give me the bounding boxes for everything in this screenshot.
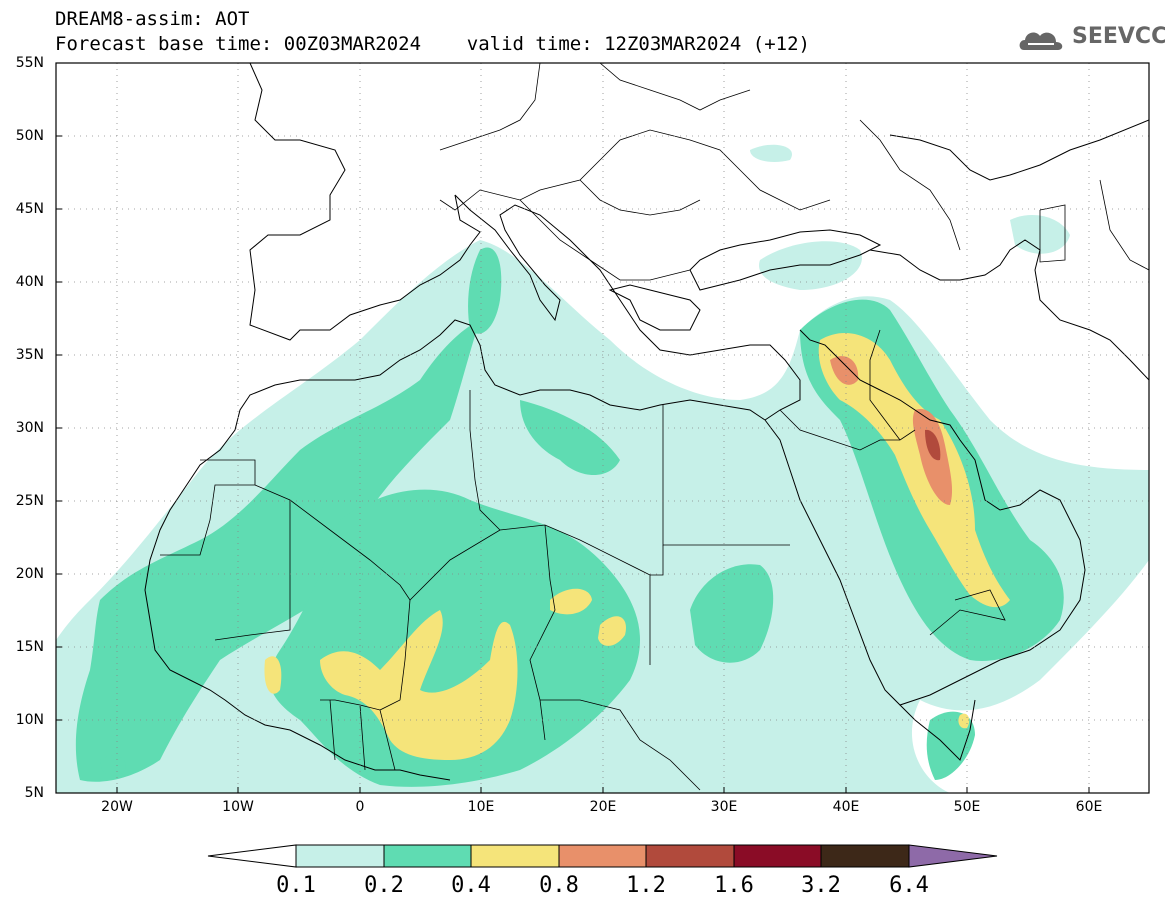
lon-label: 10W (222, 799, 254, 815)
colorbar (207, 844, 998, 868)
map-title: DREAM8-assim: AOT (55, 8, 250, 30)
lon-label: 20W (101, 799, 133, 815)
lon-label: 40E (832, 799, 860, 815)
aot-field-1.2 (925, 429, 941, 461)
country-borders (160, 63, 1149, 791)
cloud-icon (1019, 32, 1063, 50)
aot-field-0.2 (75, 247, 1064, 787)
lat-label: 25N (15, 493, 44, 509)
lat-label: 30N (15, 420, 44, 436)
colorbar-label: 0.4 (451, 873, 491, 898)
lon-label: 60E (1075, 799, 1103, 815)
colorbar-swatch (295, 844, 385, 868)
colorbar-label: 0.1 (276, 873, 316, 898)
graticule (56, 63, 1149, 793)
colorbar-swatch (470, 844, 560, 868)
coastlines (144, 63, 1149, 781)
colorbar-label: 0.8 (539, 873, 579, 898)
colorbar-label: 0.2 (364, 873, 404, 898)
lat-label: 15N (15, 639, 44, 655)
colorbar-swatch (645, 844, 735, 868)
lat-label: 50N (15, 128, 44, 144)
colorbar-swatch (733, 844, 822, 868)
lon-label: 30E (710, 799, 738, 815)
lat-label: 55N (15, 55, 44, 71)
colorbar-swatch (383, 844, 472, 868)
lat-label: 35N (15, 347, 44, 363)
colorbar-swatch (820, 844, 910, 868)
colorbar-label: 3.2 (801, 873, 841, 898)
logo-text: SEEVCCC (1072, 24, 1165, 49)
lat-label: 45N (15, 201, 44, 217)
lat-label: 20N (15, 566, 44, 582)
lat-label: 10N (15, 712, 44, 728)
colorbar-min-arrow (207, 844, 297, 868)
map-subtitle: Forecast base time: 00Z03MAR2024 valid t… (55, 33, 810, 55)
colorbar-max-arrow (908, 844, 998, 868)
colorbar-label: 1.2 (626, 873, 666, 898)
colorbar-swatch (558, 844, 647, 868)
lon-label: 0 (355, 799, 365, 815)
ticks (56, 135, 1090, 793)
lon-label: 20E (589, 799, 617, 815)
aot-field-0.4 (264, 332, 1010, 760)
colorbar-label: 1.6 (714, 873, 754, 898)
lat-label: 40N (15, 274, 44, 290)
lon-label: 10E (467, 799, 495, 815)
lon-label: 50E (953, 799, 981, 815)
lat-label: 5N (24, 785, 44, 801)
colorbar-label: 6.4 (889, 873, 929, 898)
